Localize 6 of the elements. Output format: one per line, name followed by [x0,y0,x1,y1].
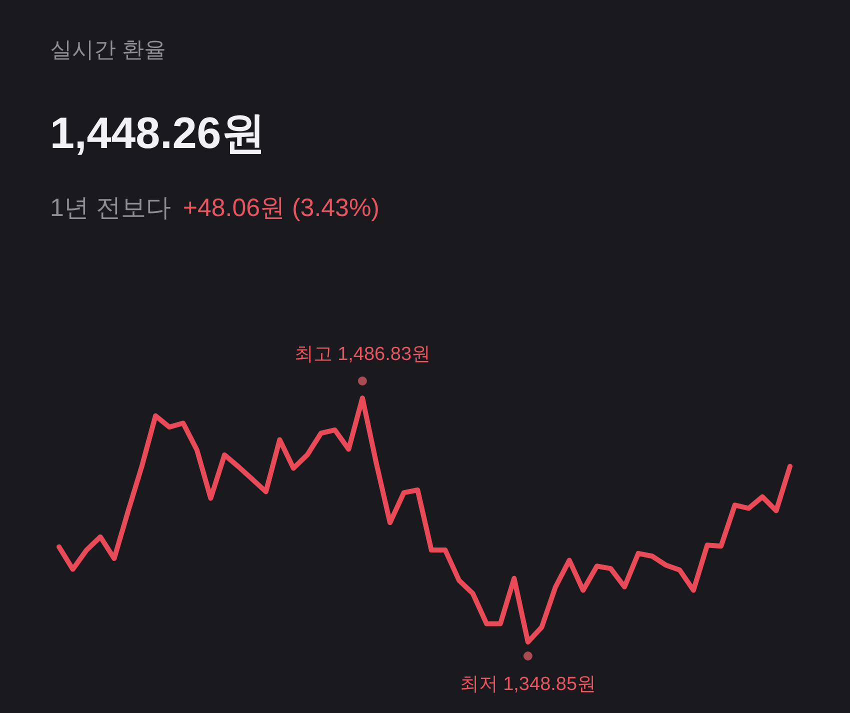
annotation: 최고 1,486.83원 [294,344,431,386]
annotation: 최저 1,348.85원 [460,652,596,695]
subtitle: 1,448.26원 [50,109,266,158]
title: 실시간 환율 [50,37,166,62]
annotation: 1년 전보다 [50,194,171,222]
annotation: +48.06원 (3.43%) [182,194,380,222]
